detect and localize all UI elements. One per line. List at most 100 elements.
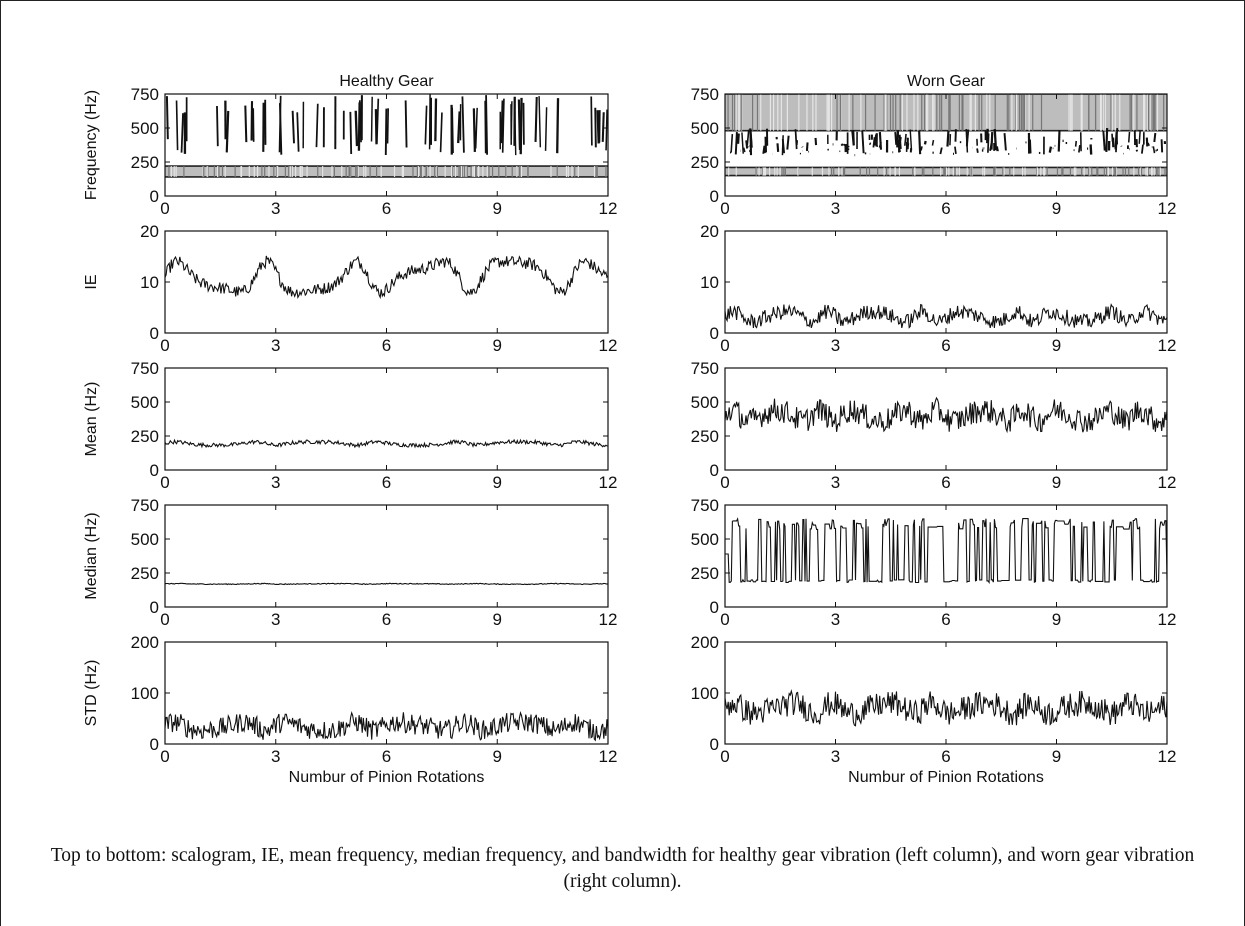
plot-area bbox=[165, 710, 608, 742]
x-tick-label: 6 bbox=[382, 747, 391, 766]
plot-area bbox=[725, 94, 1167, 177]
spike-mark bbox=[472, 108, 476, 152]
spike-mark bbox=[989, 142, 993, 151]
x-tick-label: 9 bbox=[1052, 336, 1061, 355]
y-tick-label: 750 bbox=[131, 496, 159, 515]
subplot-healthy-0: 0 250 500 750 0 3 6 9 12 Healthy Gear Frequency (H… bbox=[83, 73, 617, 218]
x-tick-label: 3 bbox=[831, 336, 840, 355]
spike-mark bbox=[872, 137, 876, 148]
spike-mark bbox=[534, 96, 538, 142]
spike-mark bbox=[1078, 145, 1081, 153]
spike-mark bbox=[175, 100, 179, 151]
spike-mark bbox=[386, 108, 390, 144]
spike-mark bbox=[457, 111, 461, 144]
spike-mark bbox=[931, 139, 935, 146]
x-tick-label: 9 bbox=[1052, 199, 1061, 218]
spike-mark bbox=[805, 142, 809, 152]
subplot-healthy-2: 0 250 500 750 0 3 6 9 12 Mean (Hz) bbox=[83, 359, 617, 492]
x-tick-label: 0 bbox=[160, 610, 169, 629]
plot-area bbox=[165, 94, 608, 178]
spike-mark bbox=[781, 135, 784, 156]
spike-mark bbox=[291, 110, 295, 144]
y-tick-label: 500 bbox=[691, 530, 719, 549]
spike-mark bbox=[1089, 144, 1093, 155]
spike-mark bbox=[556, 98, 560, 154]
spike-mark bbox=[510, 101, 513, 140]
x-tick-label: 12 bbox=[599, 473, 618, 492]
y-axis-label: Mean (Hz) bbox=[83, 382, 100, 457]
spike-mark bbox=[965, 129, 969, 153]
x-tick-label: 12 bbox=[1158, 473, 1177, 492]
spike-mark bbox=[734, 131, 738, 155]
x-tick-label: 6 bbox=[941, 199, 950, 218]
spike-mark bbox=[1102, 130, 1106, 151]
x-tick-label: 0 bbox=[720, 199, 729, 218]
y-tick-label: 500 bbox=[691, 393, 719, 412]
spike-mark bbox=[918, 131, 922, 155]
x-tick-label: 9 bbox=[1052, 473, 1061, 492]
x-tick-label: 12 bbox=[1158, 199, 1177, 218]
spike-mark bbox=[1160, 139, 1164, 153]
x-axis-label: Numbur of Pinion Rotations bbox=[848, 769, 1044, 786]
spike-mark bbox=[1153, 132, 1157, 143]
y-tick-label: 0 bbox=[710, 187, 719, 206]
spike-mark bbox=[374, 109, 378, 145]
spike-mark bbox=[278, 103, 283, 155]
spike-mark bbox=[518, 110, 521, 148]
spike-mark bbox=[762, 145, 766, 154]
spike-mark bbox=[500, 100, 504, 144]
spike-mark bbox=[370, 96, 373, 142]
spike-mark bbox=[861, 130, 865, 154]
spike-mark bbox=[1147, 142, 1150, 147]
x-tick-label: 3 bbox=[831, 199, 840, 218]
spike-mark bbox=[920, 146, 923, 151]
x-tick-label: 6 bbox=[941, 336, 950, 355]
x-tick-label: 0 bbox=[720, 336, 729, 355]
y-tick-label: 0 bbox=[150, 187, 159, 206]
spike-mark bbox=[538, 96, 542, 148]
spike-mark bbox=[461, 96, 465, 153]
subplot-worn-4: 0 100 200 0 3 6 9 12 Numbur of Pinion Rotations bbox=[691, 633, 1177, 786]
spike-mark bbox=[1057, 130, 1061, 152]
spike-mark bbox=[244, 105, 248, 143]
spike-mark bbox=[434, 98, 438, 142]
spike-mark bbox=[851, 130, 855, 146]
subplot-healthy-3: 0 250 500 750 0 3 6 9 12 Median (Hz) bbox=[83, 496, 617, 629]
spike-mark bbox=[898, 134, 902, 150]
axes-box bbox=[164, 367, 609, 471]
x-tick-label: 3 bbox=[831, 610, 840, 629]
x-tick-label: 12 bbox=[1158, 336, 1177, 355]
spike-mark bbox=[590, 96, 593, 146]
x-tick-label: 9 bbox=[493, 336, 502, 355]
y-tick-label: 250 bbox=[691, 427, 719, 446]
x-tick-label: 6 bbox=[382, 336, 391, 355]
spike-mark bbox=[216, 105, 219, 147]
x-tick-label: 0 bbox=[160, 336, 169, 355]
plot-area bbox=[165, 255, 608, 300]
axes-box bbox=[164, 230, 609, 334]
spike-mark bbox=[1141, 144, 1144, 154]
spike-mark bbox=[923, 140, 927, 145]
spike-mark bbox=[746, 129, 750, 146]
series-line bbox=[165, 438, 608, 449]
spike-mark bbox=[1105, 128, 1109, 152]
x-tick-label: 6 bbox=[382, 199, 391, 218]
spike-mark bbox=[741, 132, 744, 154]
y-axis-label: IE bbox=[83, 274, 100, 289]
spike-mark bbox=[954, 146, 957, 154]
spike-mark bbox=[1074, 140, 1078, 147]
y-tick-label: 0 bbox=[710, 324, 719, 343]
y-tick-label: 0 bbox=[710, 461, 719, 480]
spike-mark bbox=[1028, 139, 1032, 154]
spike-mark bbox=[349, 111, 353, 155]
spike-mark bbox=[976, 148, 979, 153]
y-tick-label: 750 bbox=[691, 496, 719, 515]
y-tick-label: 200 bbox=[131, 633, 159, 652]
spike-mark bbox=[1152, 146, 1156, 154]
y-tick-label: 200 bbox=[691, 633, 719, 652]
spike-mark bbox=[544, 107, 548, 151]
y-tick-label: 0 bbox=[150, 461, 159, 480]
spike-mark bbox=[605, 109, 608, 151]
y-tick-label: 250 bbox=[691, 153, 719, 172]
x-tick-label: 0 bbox=[720, 610, 729, 629]
